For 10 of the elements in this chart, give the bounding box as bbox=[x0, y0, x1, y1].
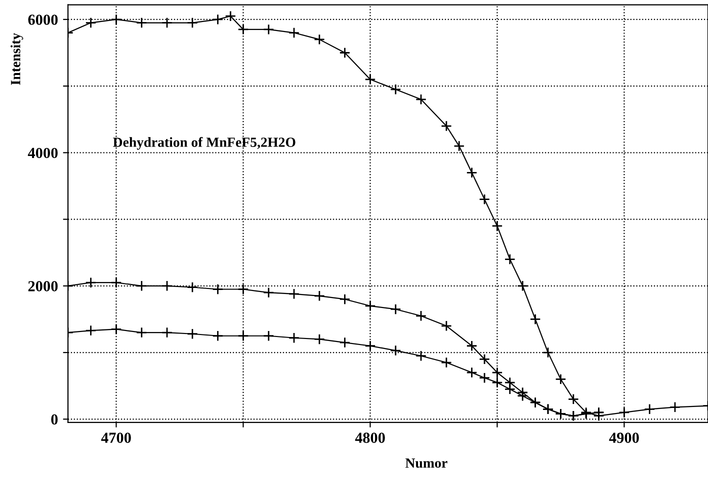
y-tick-label: 6000 bbox=[28, 14, 58, 25]
x-tick-label: 4800 bbox=[355, 432, 385, 443]
y-axis-title: Intensity bbox=[10, 32, 24, 85]
x-tick-label: 4900 bbox=[609, 432, 639, 443]
y-tick-label: 2000 bbox=[28, 281, 58, 292]
x-axis-title: Numor bbox=[405, 458, 448, 468]
y-tick-label: 4000 bbox=[28, 148, 58, 158]
x-tick-label: 4700 bbox=[101, 432, 131, 443]
annotation: Dehydration of MnFeF5,2H2O bbox=[113, 137, 296, 150]
y-tick-label: 0 bbox=[51, 414, 58, 425]
